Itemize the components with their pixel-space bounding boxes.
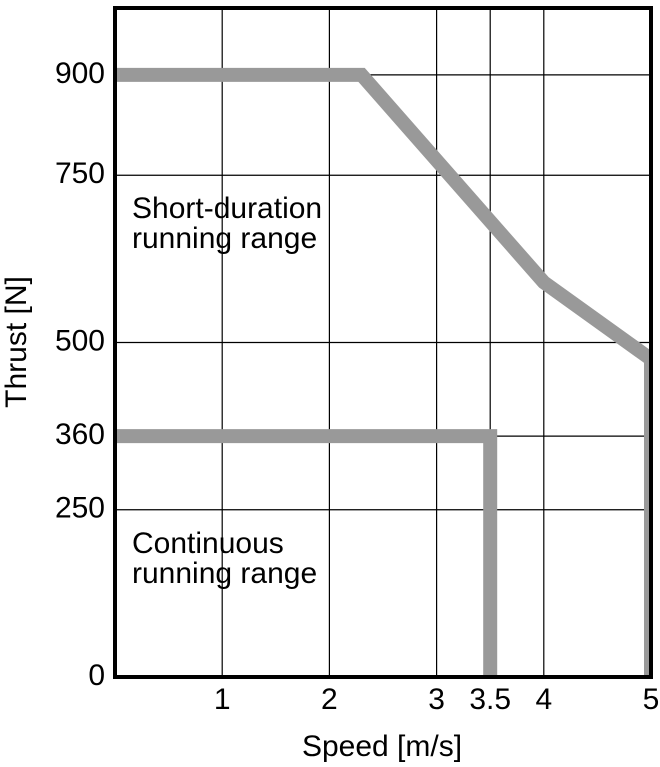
y-tick-label: 360 <box>55 418 105 451</box>
y-tick-label: 500 <box>55 324 105 357</box>
plot-frame <box>113 6 653 679</box>
y-tick-label: 0 <box>88 659 105 692</box>
x-tick-label: 3 <box>428 683 445 716</box>
annotation: Continuous <box>132 527 284 560</box>
annotation: running range <box>132 557 317 590</box>
x-tick-label: 3.5 <box>469 683 511 716</box>
y-tick-label: 900 <box>55 57 105 90</box>
x-tick-label: 1 <box>214 683 231 716</box>
x-axis-label: Speed [m/s] <box>302 730 462 763</box>
y-tick-label: 250 <box>55 492 105 525</box>
y-tick-label: 750 <box>55 157 105 190</box>
x-tick-label: 4 <box>535 683 552 716</box>
annotation: Short-duration <box>132 192 322 225</box>
y-axis-label: Thrust [N] <box>0 276 33 408</box>
series-line <box>115 67 651 677</box>
annotation: running range <box>132 222 317 255</box>
x-tick-label: 5 <box>643 683 660 716</box>
series-line <box>115 429 498 677</box>
x-tick-label: 2 <box>321 683 338 716</box>
